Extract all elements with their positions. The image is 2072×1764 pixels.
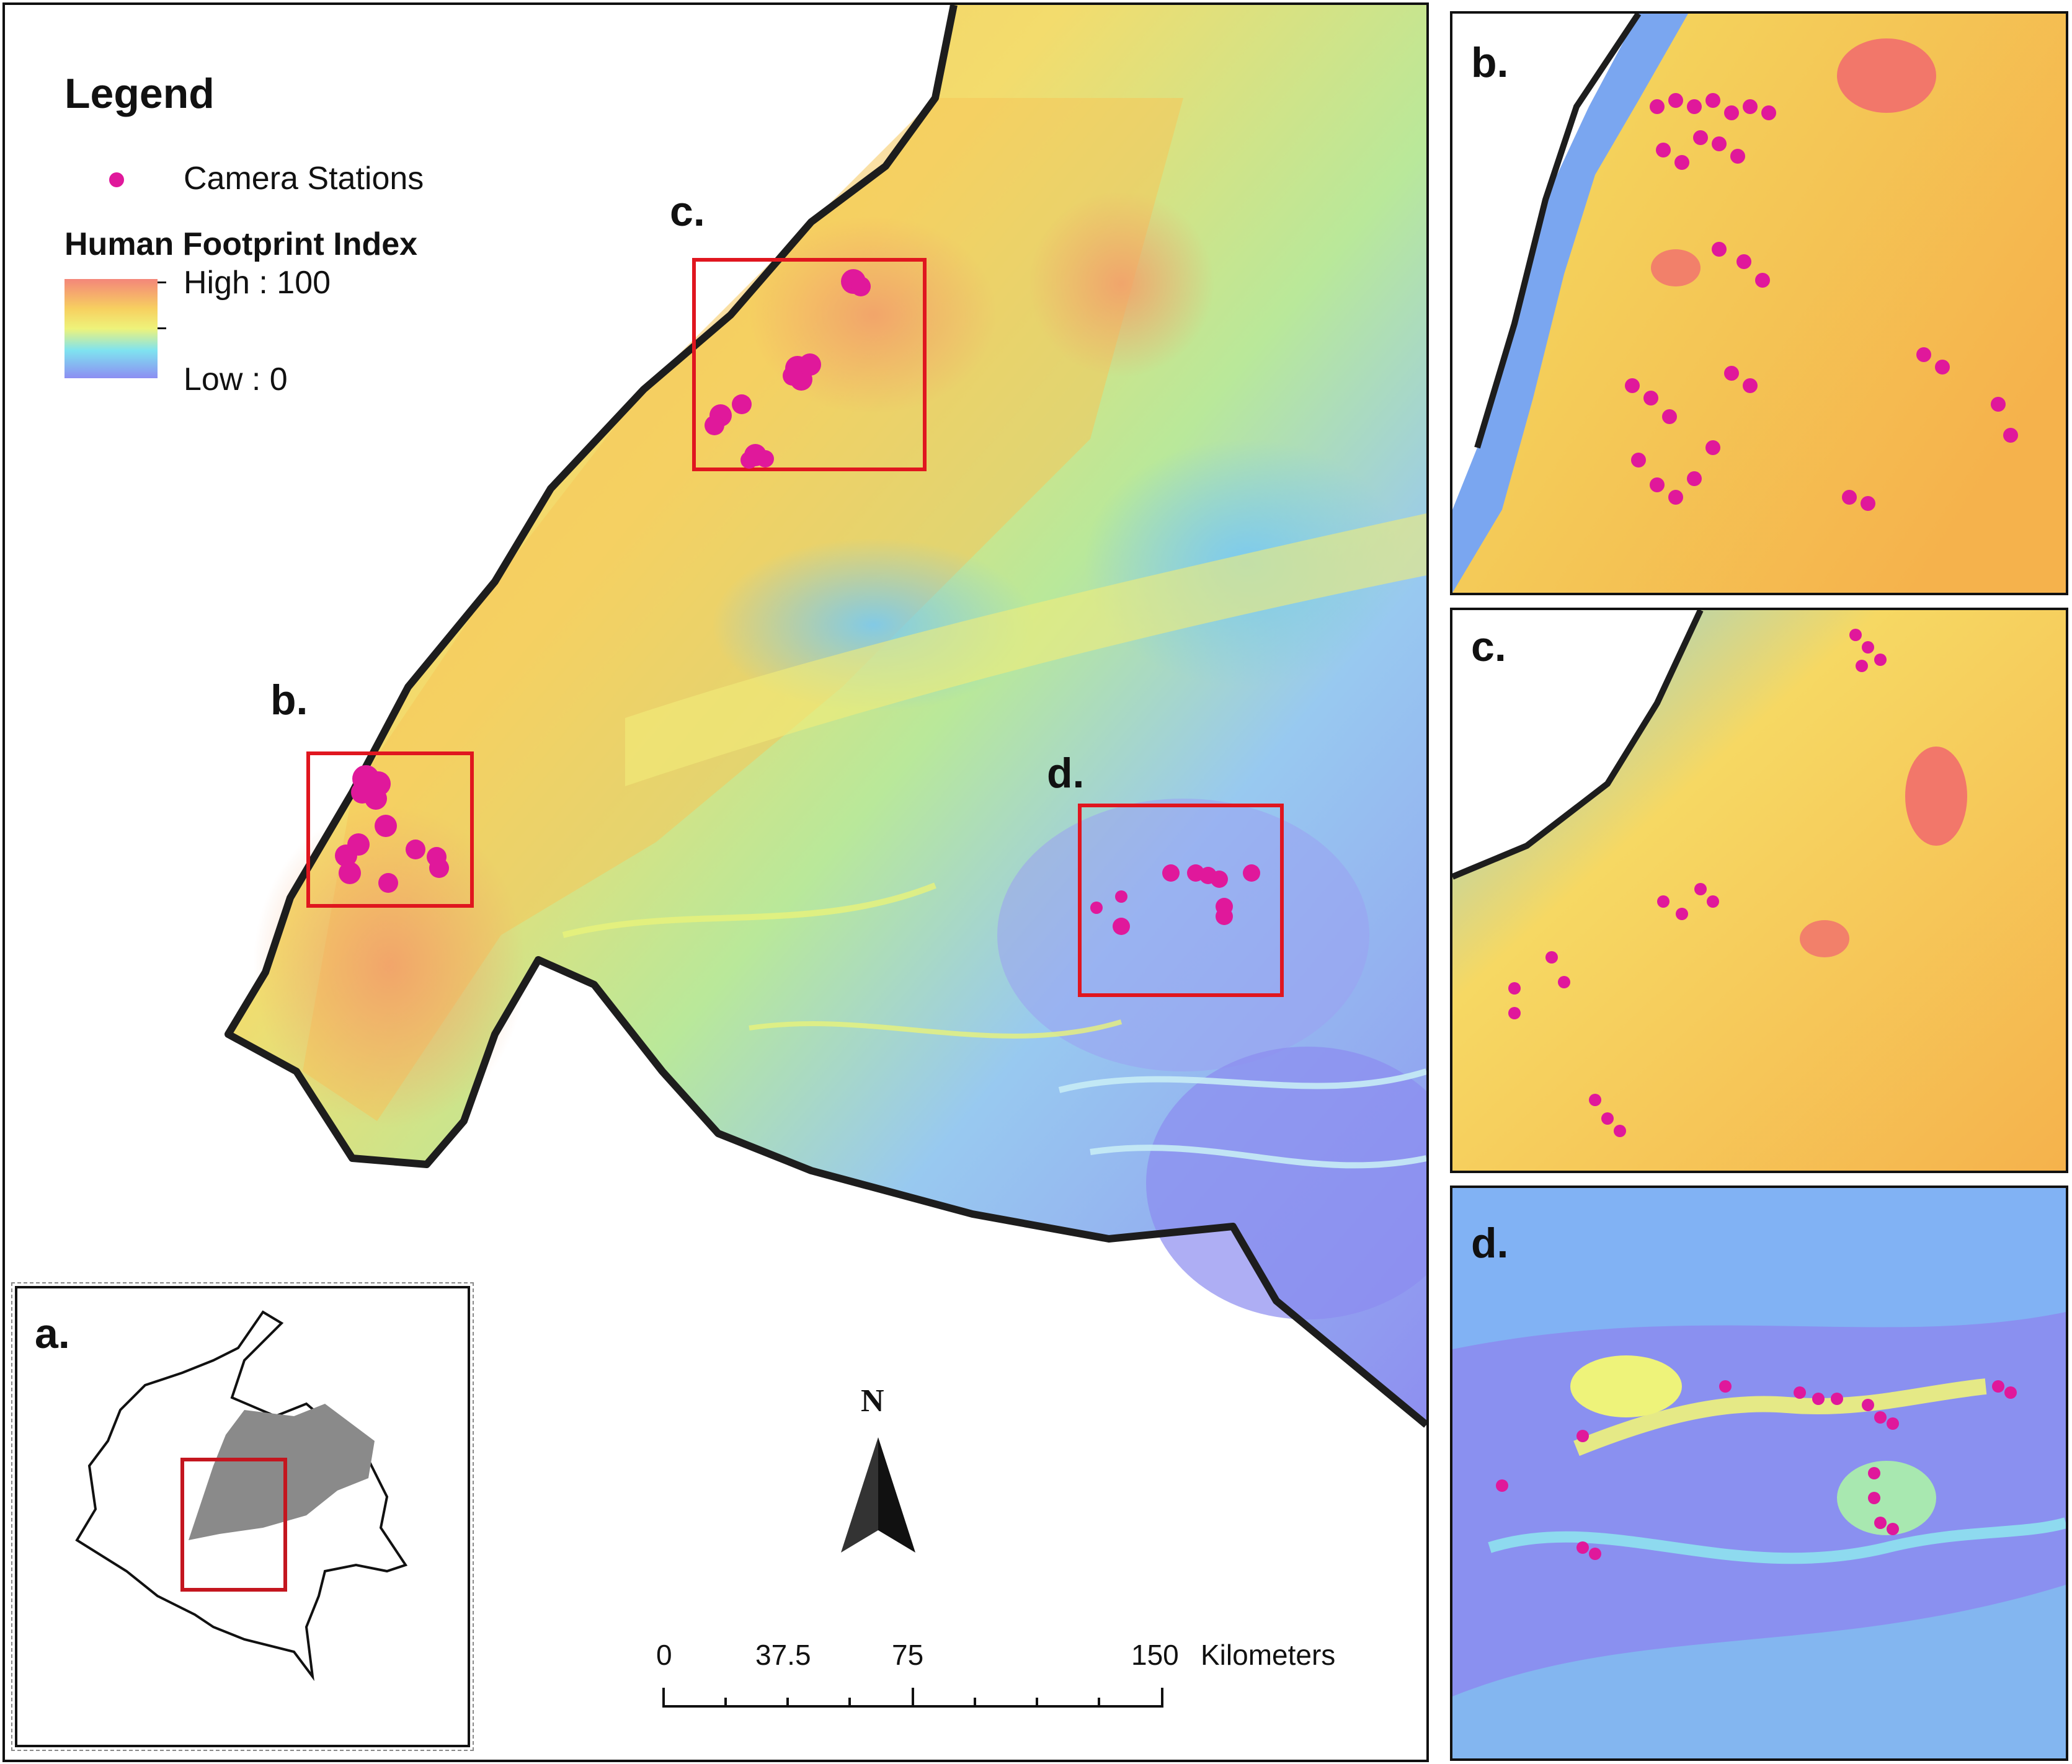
camera-station-legend-icon [109,172,124,187]
region-b-label: b. [270,676,308,724]
footprint-gradient-swatch [64,279,158,378]
north-arrow-icon [841,1437,915,1553]
region-d-camera-clusters [1090,864,1260,935]
scale-tick-37-5: 37.5 [755,1639,811,1671]
legend-high-label: High : 100 [184,265,331,301]
main-map-raster [225,5,1426,1428]
footprint-index-title: Human Footprint Index [64,226,418,262]
panel-b-raster [1452,14,2066,593]
panel-d-label: d. [1471,1220,1509,1267]
region-c-label: c. [670,188,705,235]
scale-tick-150: 150 [1131,1639,1179,1671]
panel-c-raster [1452,610,2066,1171]
inset-a-label: a. [35,1310,70,1357]
scale-tick-0: 0 [656,1639,672,1671]
scale-unit: Kilometers [1201,1639,1336,1671]
main-map-frame: Legend Camera Stations Human Footprint I… [2,2,1429,1762]
panel-d-raster [1452,1188,2066,1758]
inset-highlight-box [180,1458,287,1592]
study-area-shaded [189,1404,375,1540]
scale-tick-75: 75 [892,1639,924,1671]
legend-title: Legend [64,70,215,117]
region-b-camera-clusters [335,765,449,893]
region-c-box [692,258,927,471]
region-b-box [306,751,474,908]
panel-c-frame: c. [1450,608,2068,1173]
panel-d-frame: d. [1450,1186,2068,1761]
border-line [225,5,1426,1428]
region-d-label: d. [1047,750,1085,797]
panel-b-label: b. [1471,39,1509,86]
north-label: N [861,1383,884,1419]
scale-bar [662,1688,1163,1708]
region-d-box [1078,804,1284,997]
panel-c-label: c. [1471,623,1506,670]
region-c-camera-clusters [705,269,871,469]
panel-b-frame: b. [1450,11,2068,595]
gradient-tick-high [158,281,166,283]
gradient-tick-mid [158,327,166,329]
legend-low-label: Low : 0 [184,361,288,397]
colombia-inset-map [75,1310,408,1682]
camera-stations-label: Camera Stations [184,161,424,197]
